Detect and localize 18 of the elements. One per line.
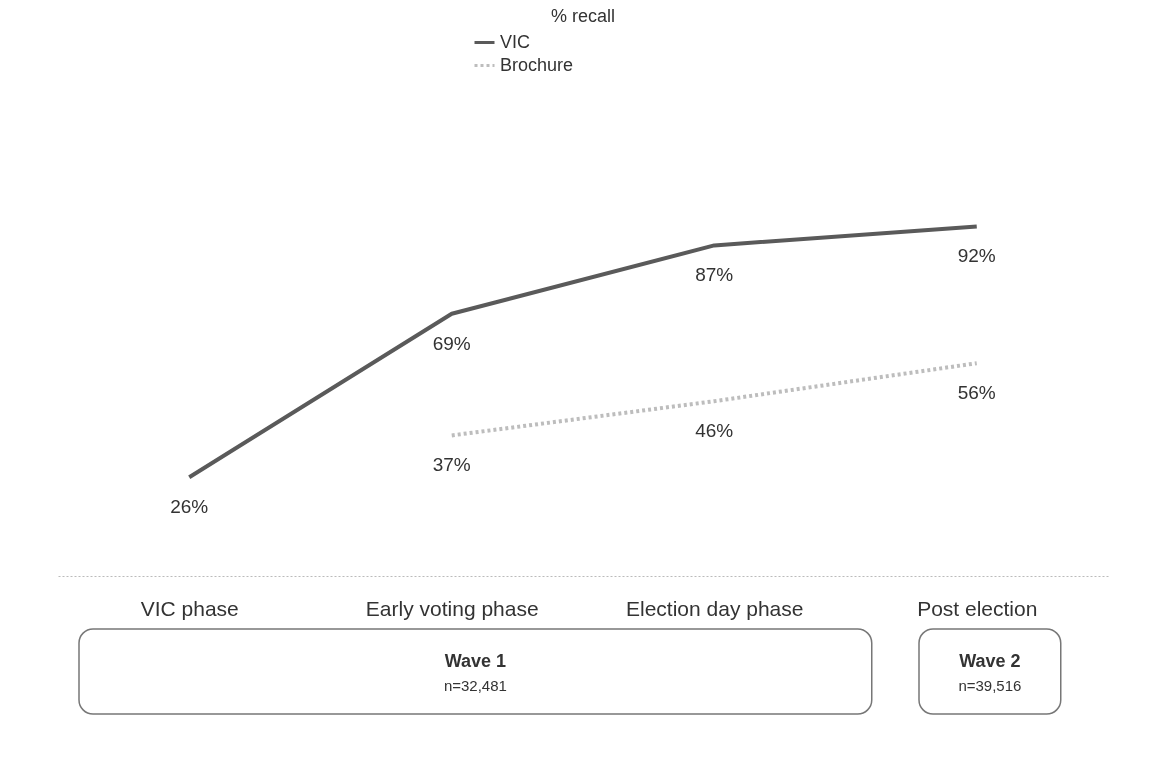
legend-label: VIC: [500, 31, 531, 52]
chart-title: % recall: [550, 6, 616, 26]
data-label: 46%: [695, 420, 734, 442]
data-label: 87%: [695, 264, 734, 286]
data-label: 37%: [432, 454, 471, 476]
data-label: 92%: [957, 245, 996, 267]
x-tick-label: Election day phase: [626, 596, 804, 620]
x-tick-label: Post election: [917, 596, 1038, 620]
data-label: 69%: [432, 332, 471, 354]
legend-label: Brochure: [500, 54, 574, 75]
text: Wave 2: [959, 651, 1021, 671]
data-label: 56%: [957, 382, 996, 404]
text: Wave 1: [444, 651, 507, 671]
x-tick-label: Early voting phase: [365, 596, 539, 620]
text: n=32,481: [443, 677, 507, 694]
x-tick-label: VIC phase: [140, 596, 239, 620]
text: n=39,516: [958, 677, 1022, 694]
data-label: 26%: [170, 496, 209, 518]
